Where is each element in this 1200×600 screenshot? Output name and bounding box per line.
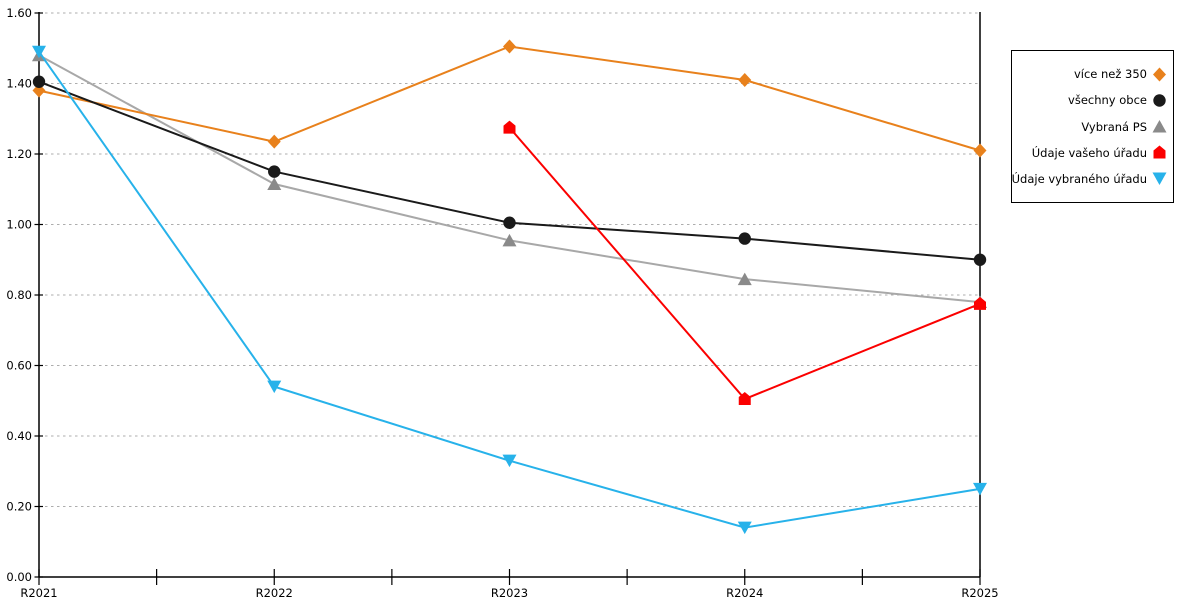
legend-label: všechny obce [1068,93,1147,108]
triangle-down-marker-icon [737,521,752,535]
series-2 [32,48,987,309]
circle-marker-icon [973,253,987,266]
y-tick-label: 0.60 [6,359,32,373]
diamond-marker-icon [973,143,987,158]
legend-label: více než 350 [1073,67,1147,82]
legend-marker [1153,145,1166,159]
y-tick-label: 1.40 [6,77,32,91]
pentagon-marker-icon [1153,145,1166,159]
circle-marker-icon [738,232,751,245]
x-tick-label: R2024 [726,586,763,600]
circle-marker-icon [1153,94,1166,107]
legend-label: Vybraná PS [1081,119,1147,134]
pentagon-marker-icon [738,391,751,405]
y-tick-label: 0.80 [6,288,32,302]
legend-item: Údaje vašeho úřadu [1014,140,1167,166]
triangle-up-marker-icon [267,177,282,190]
diamond-marker-icon [267,134,281,149]
pentagon-marker-icon [503,120,516,134]
y-tick-label: 1.00 [6,218,32,232]
triangle-down-marker-icon [1152,172,1167,186]
legend-marker [1153,94,1166,107]
y-tick-label: 0.20 [6,500,32,514]
legend-marker [1152,172,1167,186]
series-line [38,54,981,304]
legend-label: Údaje vašeho úřadu [1031,145,1147,160]
legend-marker [1152,120,1167,133]
legend-item: Údaje vybraného úřadu [1011,166,1167,192]
legend-item: více než 350 [1014,61,1167,87]
x-tick-label: R2021 [20,586,57,600]
y-tick-label: 0.00 [6,570,32,584]
pentagon-marker-icon [974,296,986,310]
diamond-marker-icon [1153,67,1166,82]
triangle-up-marker-icon [502,233,517,247]
triangle-down-marker-icon [32,45,46,59]
legend-item: všechny obce [1014,87,1167,113]
series-line [508,126,981,401]
series-4 [32,45,987,535]
diamond-marker-icon [738,72,752,87]
legend: více než 350 všechny obce Vybraná PS Údaje … [1011,50,1174,203]
legend-marker [1153,67,1166,82]
y-tick-label: 0.40 [6,429,32,443]
y-tick-label: 1.60 [6,6,32,20]
circle-marker-icon [503,216,516,229]
x-tick-label: R2023 [491,586,528,600]
legend-label: Údaje vybraného úřadu [1011,171,1147,186]
legend-item: Vybraná PS [1014,113,1167,139]
y-tick-label: 1.20 [6,147,32,161]
diamond-marker-icon [32,83,46,98]
series-1 [32,75,987,266]
triangle-down-marker-icon [973,482,987,496]
triangle-down-marker-icon [267,380,282,394]
circle-marker-icon [268,165,281,178]
triangle-up-marker-icon [1152,120,1167,133]
triangle-down-marker-icon [502,454,517,468]
x-tick-label: R2022 [256,586,293,600]
series-0 [32,39,987,158]
circle-marker-icon [32,75,46,88]
triangle-up-marker-icon [737,272,752,286]
series-3 [503,120,986,405]
x-tick-label: R2025 [961,586,998,600]
diamond-marker-icon [503,39,516,54]
